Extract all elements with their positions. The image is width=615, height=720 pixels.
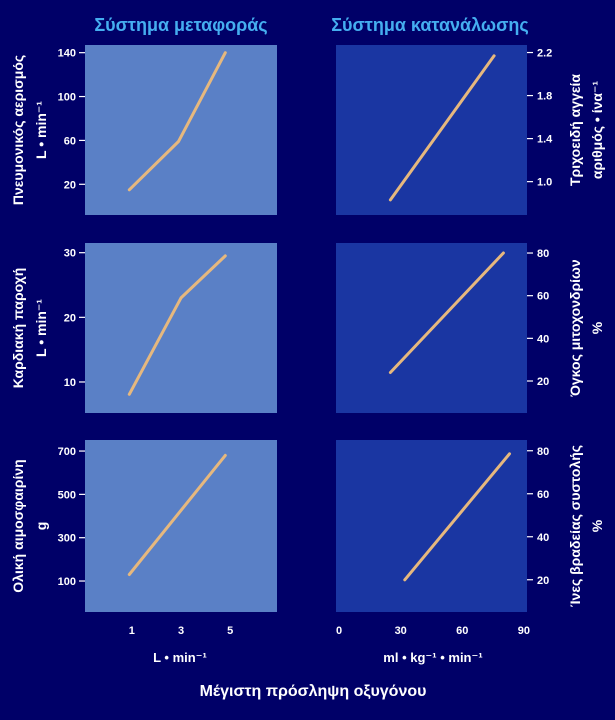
y-tick-label: 300: [58, 533, 76, 545]
y-tick-label: 20: [537, 575, 549, 587]
panel-mitochondrial-volume: 20 40 60 80 Όγκος μιτοχονδρίων%: [336, 243, 605, 413]
y-tick-label: 20: [64, 179, 76, 191]
x-tick-label: 5: [227, 625, 233, 637]
y-axis-unit: %: [589, 519, 605, 532]
x-tick-label: 90: [518, 625, 530, 637]
y-tick-label: 80: [537, 446, 549, 458]
y-axis-unit: L • min⁻¹: [33, 101, 49, 159]
y-tick-label: 60: [537, 489, 549, 501]
panel-slow-twitch-fibers: 20 40 60 80 Ίνες βραδείας συστολής%: [336, 440, 605, 612]
panel-pulmonary-ventilation: 20 60 100 140 Πνευμονικός αερισμός L • min⁻¹: [10, 45, 277, 215]
y-tick-label: 500: [58, 489, 76, 501]
y-axis-label: Ίνες βραδείας συστολής: [567, 445, 583, 607]
y-tick-label: 20: [64, 312, 76, 324]
plot-area: [336, 45, 527, 215]
y-tick-label: 20: [537, 376, 549, 388]
x-tick-label: 0: [336, 625, 342, 637]
y-tick-label: 140: [58, 48, 76, 60]
panel-capillaries: 1.0 1.4 1.8 2.2 Τριχοειδή αγγεία αριθμός • ίν…: [336, 45, 605, 215]
y-axis-label: Τριχοειδή αγγεία: [567, 74, 583, 186]
series-line: [127, 254, 227, 396]
panel-cardiac-output: 10 20 30 Καρδιακή παροχή L • min⁻¹: [10, 243, 277, 413]
y-tick-label: 10: [64, 377, 76, 389]
x-tick-label: 60: [456, 625, 468, 637]
y-tick-label: 40: [537, 333, 549, 345]
y-tick-label: 60: [537, 291, 549, 303]
y-tick-label: 100: [58, 92, 76, 104]
y-tick-label: 1.8: [537, 91, 552, 103]
x-axes: 1 3 5 0 30 60 90: [129, 625, 530, 637]
x-tick-label: 30: [395, 625, 407, 637]
series-line: [388, 251, 505, 374]
y-axis-label: Ολική αιμοσφαιρίνη: [10, 459, 26, 592]
plot-area: [85, 45, 277, 215]
series-line: [403, 452, 511, 582]
y-axis-label: Πνευμονικός αερισμός: [10, 55, 26, 205]
x-axis-unit-transport: L • min⁻¹: [153, 650, 207, 665]
y-tick-label: 1.0: [537, 177, 552, 189]
y-tick-label: 2.2: [537, 48, 552, 60]
y-tick-label: 30: [64, 248, 76, 260]
y-tick-label: 80: [537, 248, 549, 260]
y-tick-label: 1.4: [537, 134, 553, 146]
y-axis-label: Όγκος μιτοχονδρίων: [567, 259, 583, 398]
y-tick-label: 100: [58, 576, 76, 588]
series-line: [127, 453, 227, 576]
x-tick-label: 3: [178, 625, 184, 637]
series-line: [127, 51, 227, 192]
column-title-transport: Σύστημα μεταφοράς: [94, 15, 267, 35]
x-axis-title: Μέγιστη πρόσληψη οξυγόνου: [200, 683, 427, 700]
x-tick-label: 1: [129, 625, 135, 637]
y-tick-label: 60: [64, 135, 76, 147]
y-axis-unit: L • min⁻¹: [33, 299, 49, 357]
plot-area: [336, 440, 527, 612]
y-axis-unit: αριθμός • ίνα⁻¹: [589, 81, 605, 179]
y-tick-label: 40: [537, 532, 549, 544]
series-line: [388, 54, 496, 202]
panel-total-hemoglobin: 100 300 500 700 Ολική αιμοσφαιρίνη g: [10, 440, 277, 612]
x-axis-unit-consumption: ml • kg⁻¹ • min⁻¹: [383, 650, 482, 665]
y-axis-label: Καρδιακή παροχή: [10, 268, 26, 389]
y-tick-label: 700: [58, 446, 76, 458]
column-title-consumption: Σύστημα κατανάλωσης: [331, 15, 529, 35]
plot-area: [85, 440, 277, 612]
plot-area: [85, 243, 277, 413]
y-axis-unit: g: [33, 522, 49, 531]
y-axis-unit: %: [589, 321, 605, 334]
